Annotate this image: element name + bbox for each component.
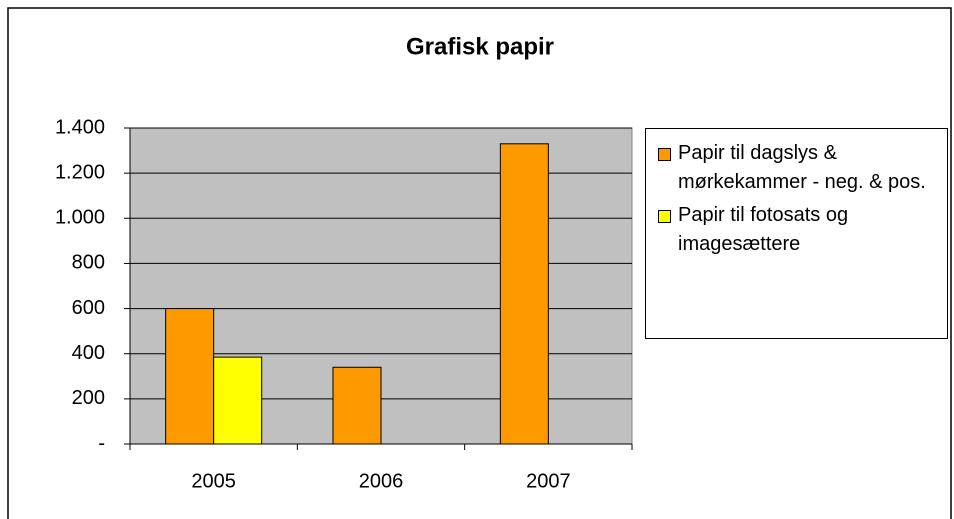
y-tick-label: 1.200 (55, 161, 105, 183)
chart-title: Grafisk papir (406, 33, 554, 60)
x-tick-label: 2007 (526, 470, 571, 492)
y-tick-label: 800 (72, 252, 105, 274)
legend-swatch (658, 148, 671, 161)
legend-label: Papir til fotosats og imagesættere (678, 204, 849, 255)
y-tick-label: 1.400 (55, 116, 105, 138)
y-tick-label: - (98, 432, 105, 454)
bar (213, 356, 263, 445)
y-tick-label: 600 (72, 297, 105, 319)
y-tick-label: 200 (72, 387, 105, 409)
legend-item: Papir til fotosats og imagesættere (654, 201, 939, 259)
legend-label: Papir til dagslys & mørkekammer - neg. &… (678, 142, 926, 193)
legend-swatch (658, 210, 671, 223)
legend: Papir til dagslys & mørkekammer - neg. &… (645, 128, 948, 339)
legend-item: Papir til dagslys & mørkekammer - neg. &… (654, 139, 939, 197)
bar (332, 366, 382, 445)
x-tick-label: 2005 (191, 470, 236, 492)
x-tick-label: 2006 (359, 470, 404, 492)
chart-border (7, 7, 952, 519)
bar (165, 308, 215, 445)
bar (499, 143, 549, 445)
y-tick-label: 400 (72, 342, 105, 364)
y-tick-label: 1.000 (55, 207, 105, 229)
